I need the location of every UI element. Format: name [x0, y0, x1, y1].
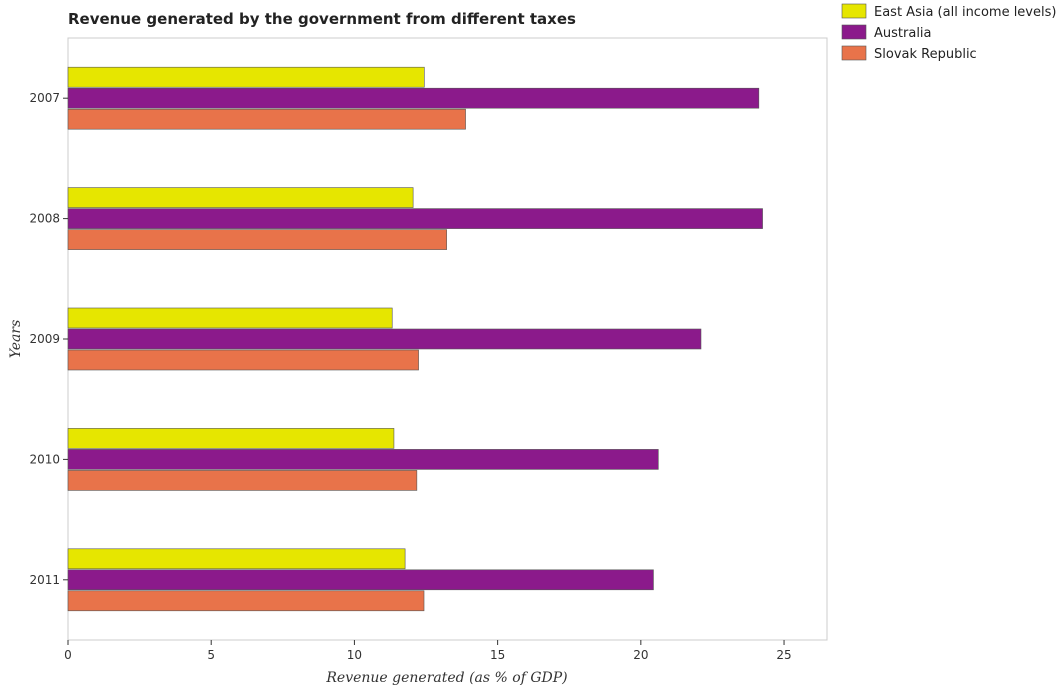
x-tick-label: 5: [207, 648, 215, 662]
bar-2011-series-0: [68, 549, 405, 569]
y-tick-label: 2009: [29, 332, 60, 346]
x-tick-label: 10: [347, 648, 362, 662]
bar-2009-series-1: [68, 329, 701, 349]
y-tick-label: 2008: [29, 212, 60, 226]
legend-label-1: Australia: [874, 26, 932, 41]
bar-2007-series-1: [68, 88, 759, 108]
bar-2008-series-2: [68, 230, 447, 250]
x-tick-label: 0: [64, 648, 72, 662]
legend-label-2: Slovak Republic: [874, 47, 977, 62]
bar-2011-series-2: [68, 591, 424, 611]
legend-swatch-2: [842, 46, 866, 60]
bar-2008-series-0: [68, 188, 413, 208]
x-tick-label: 15: [490, 648, 505, 662]
bars-layer: [68, 67, 763, 611]
x-axis-label: Revenue generated (as % of GDP): [325, 670, 567, 686]
legend-swatch-1: [842, 25, 866, 39]
legend: East Asia (all income levels) Australia Sl…: [842, 4, 1056, 62]
bar-2010-series-2: [68, 470, 417, 490]
bar-2010-series-1: [68, 449, 658, 469]
x-tick-label: 25: [776, 648, 791, 662]
bar-2011-series-1: [68, 570, 653, 590]
y-tick-label: 2011: [29, 573, 60, 587]
y-tick-label: 2010: [29, 452, 60, 466]
y-tick-label: 2007: [29, 91, 60, 105]
bar-2009-series-0: [68, 308, 392, 328]
bar-2007-series-2: [68, 109, 466, 129]
x-tick-label: 20: [633, 648, 648, 662]
chart-title: Revenue generated by the government from…: [68, 10, 576, 28]
bar-2010-series-0: [68, 428, 394, 448]
bar-2009-series-2: [68, 350, 419, 370]
bar-2008-series-1: [68, 209, 763, 229]
bar-2007-series-0: [68, 67, 424, 87]
legend-swatch-0: [842, 4, 866, 18]
y-axis-ticks: 2007 2008 2009 2010 2011: [29, 91, 68, 587]
legend-label-0: East Asia (all income levels): [874, 5, 1056, 20]
x-axis-ticks: 0 5 10 15 20 25: [64, 640, 791, 662]
y-axis-label: Years: [8, 320, 24, 359]
